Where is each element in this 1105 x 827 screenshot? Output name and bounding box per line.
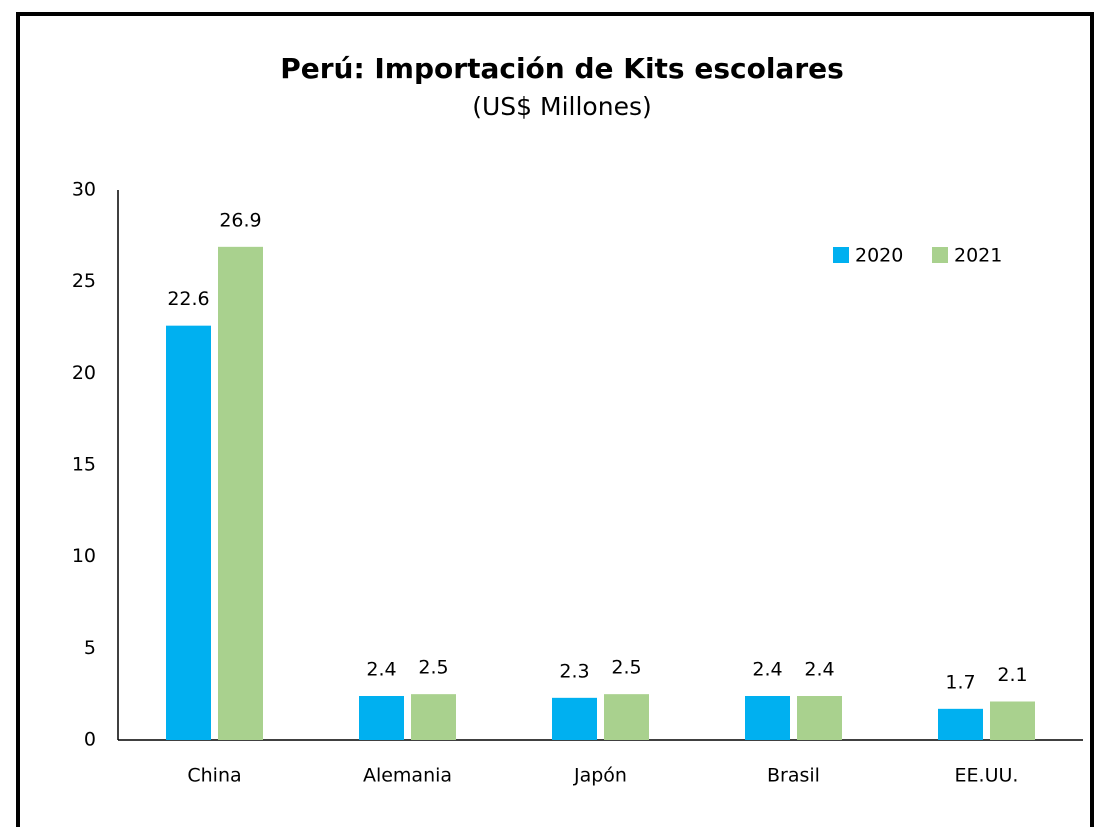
bar	[359, 696, 404, 740]
x-tick-label: EE.UU.	[955, 765, 1019, 787]
bar	[218, 246, 263, 741]
data-label: 2.3	[559, 660, 589, 682]
bar	[990, 701, 1035, 740]
bar	[411, 694, 456, 740]
x-tick-label: China	[187, 765, 241, 787]
bar	[604, 694, 649, 740]
y-tick-label: 5	[84, 637, 96, 659]
data-label: 2.1	[997, 664, 1027, 686]
chart-subtitle: (US$ Millones)	[472, 92, 651, 121]
chart-title: Perú: Importación de Kits escolares	[280, 52, 844, 85]
legend-label: 2020	[855, 245, 903, 267]
chart-border	[16, 12, 1094, 827]
bar	[552, 697, 597, 740]
bar	[797, 696, 842, 740]
x-tick-label: Brasil	[767, 765, 820, 787]
data-label: 2.5	[611, 657, 641, 679]
y-tick-label: 0	[84, 729, 96, 751]
data-label: 26.9	[219, 209, 261, 231]
data-label: 2.4	[804, 659, 834, 681]
data-label: 2.5	[418, 657, 448, 679]
bar	[745, 696, 790, 740]
y-tick-label: 10	[72, 545, 96, 567]
data-label: 1.7	[945, 671, 975, 693]
y-tick-label: 20	[72, 362, 96, 384]
x-tick-label: Alemania	[363, 765, 452, 787]
y-tick-label: 25	[72, 270, 96, 292]
data-label: 22.6	[167, 288, 209, 310]
legend-swatch	[932, 247, 948, 263]
data-label: 2.4	[752, 659, 782, 681]
legend-label: 2021	[954, 245, 1002, 267]
y-tick-label: 15	[72, 454, 96, 476]
legend-swatch	[833, 247, 849, 263]
bar	[938, 708, 983, 740]
x-tick-label: Japón	[573, 765, 627, 787]
data-label: 2.4	[366, 659, 396, 681]
y-tick-label: 30	[72, 179, 96, 201]
bar	[166, 325, 211, 740]
